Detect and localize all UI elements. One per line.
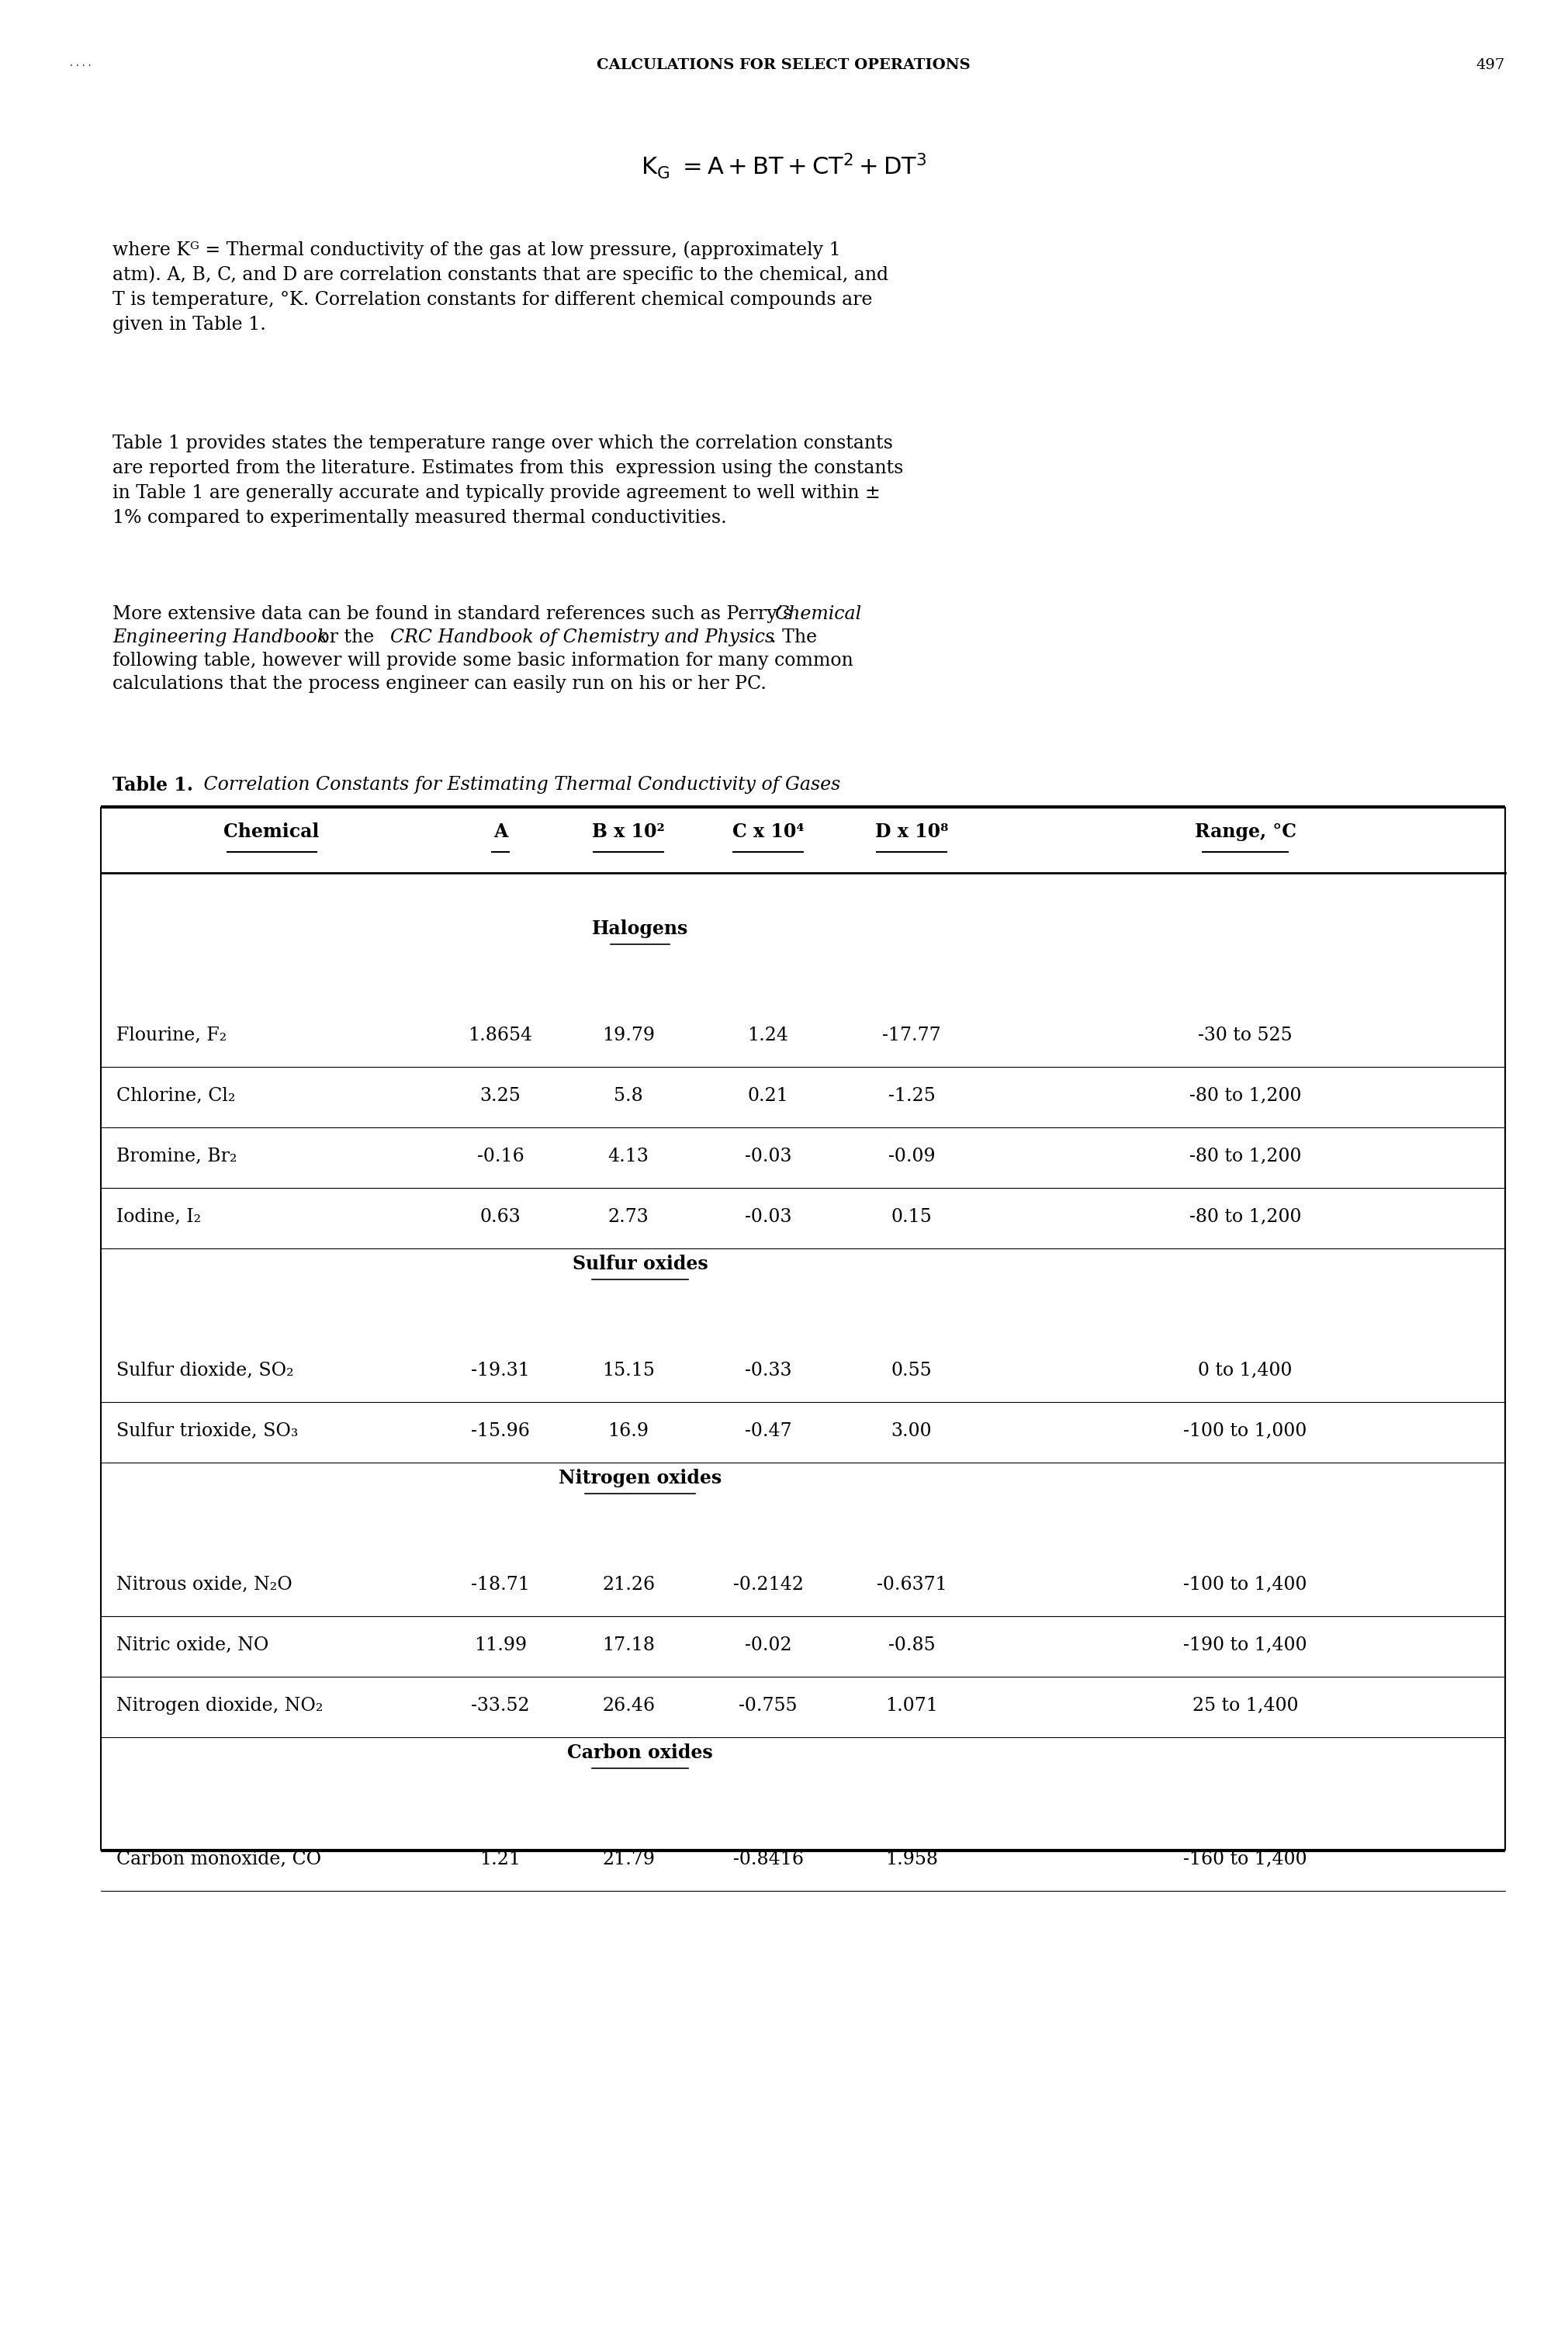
Text: Flourine, F₂: Flourine, F₂: [116, 1026, 227, 1045]
Text: -80 to 1,200: -80 to 1,200: [1189, 1208, 1301, 1227]
Text: -0.03: -0.03: [745, 1147, 792, 1166]
Text: -33.52: -33.52: [470, 1697, 530, 1715]
Text: $\mathrm{K_G}\ =\mathrm{A} + \mathrm{BT} + \mathrm{CT}^2 + \mathrm{DT}^3$: $\mathrm{K_G}\ =\mathrm{A} + \mathrm{BT}…: [641, 152, 927, 180]
Text: 17.18: 17.18: [602, 1636, 655, 1655]
Text: 0.55: 0.55: [891, 1362, 931, 1379]
Text: 26.46: 26.46: [602, 1697, 655, 1715]
Text: -30 to 525: -30 to 525: [1198, 1026, 1292, 1045]
Text: -100 to 1,000: -100 to 1,000: [1184, 1423, 1308, 1440]
Text: CRC Handbook of Chemistry and Physics: CRC Handbook of Chemistry and Physics: [390, 629, 775, 647]
Text: Carbon monoxide, CO: Carbon monoxide, CO: [116, 1851, 321, 1867]
Text: -0.03: -0.03: [745, 1208, 792, 1227]
Text: or the: or the: [312, 629, 379, 647]
Text: A: A: [494, 823, 508, 841]
Text: . . . .: . . . .: [71, 58, 91, 68]
Text: -0.09: -0.09: [887, 1147, 935, 1166]
Text: calculations that the process engineer can easily run on his or her PC.: calculations that the process engineer c…: [113, 675, 767, 692]
Text: 0.63: 0.63: [480, 1208, 521, 1227]
Text: B x 10²: B x 10²: [593, 823, 665, 841]
Text: . The: . The: [770, 629, 817, 647]
Text: -80 to 1,200: -80 to 1,200: [1189, 1147, 1301, 1166]
Text: 0 to 1,400: 0 to 1,400: [1198, 1362, 1292, 1379]
Text: 1.8654: 1.8654: [469, 1026, 533, 1045]
Text: 3.00: 3.00: [891, 1423, 931, 1440]
Text: -190 to 1,400: -190 to 1,400: [1184, 1636, 1308, 1655]
Text: Sulfur dioxide, SO₂: Sulfur dioxide, SO₂: [116, 1362, 293, 1379]
Text: -0.2142: -0.2142: [732, 1575, 803, 1594]
Text: -19.31: -19.31: [470, 1362, 530, 1379]
Text: 1.24: 1.24: [748, 1026, 789, 1045]
Text: Sulfur oxides: Sulfur oxides: [572, 1255, 707, 1274]
Text: 1.958: 1.958: [886, 1851, 938, 1867]
Text: -0.16: -0.16: [477, 1147, 524, 1166]
Text: More extensive data can be found in standard references such as Perry’s: More extensive data can be found in stan…: [113, 605, 798, 624]
Text: Iodine, I₂: Iodine, I₂: [116, 1208, 201, 1227]
Text: 2.73: 2.73: [608, 1208, 649, 1227]
Text: 0.21: 0.21: [748, 1087, 789, 1105]
Text: Nitrogen dioxide, NO₂: Nitrogen dioxide, NO₂: [116, 1697, 323, 1715]
Text: -80 to 1,200: -80 to 1,200: [1189, 1087, 1301, 1105]
Text: -0.85: -0.85: [887, 1636, 935, 1655]
Text: Carbon oxides: Carbon oxides: [568, 1743, 713, 1762]
Text: 4.13: 4.13: [608, 1147, 649, 1166]
Text: Chemical: Chemical: [775, 605, 861, 624]
Text: 15.15: 15.15: [602, 1362, 655, 1379]
Text: D x 10⁸: D x 10⁸: [875, 823, 949, 841]
Text: 3.25: 3.25: [480, 1087, 521, 1105]
Text: where Kᴳ = Thermal conductivity of the gas at low pressure, (approximately 1
atm: where Kᴳ = Thermal conductivity of the g…: [113, 241, 889, 334]
Text: Range, °C: Range, °C: [1195, 823, 1297, 841]
Text: 5.8: 5.8: [613, 1087, 643, 1105]
Text: -0.33: -0.33: [745, 1362, 792, 1379]
Text: Chemical: Chemical: [224, 823, 320, 841]
Text: -160 to 1,400: -160 to 1,400: [1184, 1851, 1308, 1867]
Text: Sulfur trioxide, SO₃: Sulfur trioxide, SO₃: [116, 1423, 298, 1440]
Text: -100 to 1,400: -100 to 1,400: [1184, 1575, 1308, 1594]
Text: 25 to 1,400: 25 to 1,400: [1192, 1697, 1298, 1715]
Text: Nitrogen oxides: Nitrogen oxides: [558, 1468, 721, 1486]
Text: 497: 497: [1475, 58, 1505, 72]
Text: Bromine, Br₂: Bromine, Br₂: [116, 1147, 237, 1166]
Text: CALCULATIONS FOR SELECT OPERATIONS: CALCULATIONS FOR SELECT OPERATIONS: [597, 58, 971, 72]
Text: 21.79: 21.79: [602, 1851, 655, 1867]
Text: 1.071: 1.071: [886, 1697, 938, 1715]
Text: -0.47: -0.47: [745, 1423, 792, 1440]
Text: Correlation Constants for Estimating Thermal Conductivity of Gases: Correlation Constants for Estimating The…: [198, 776, 840, 795]
Text: Nitrous oxide, N₂O: Nitrous oxide, N₂O: [116, 1575, 292, 1594]
Text: -18.71: -18.71: [470, 1575, 530, 1594]
Text: following table, however will provide some basic information for many common: following table, however will provide so…: [113, 652, 853, 671]
Text: -15.96: -15.96: [470, 1423, 530, 1440]
Text: 0.15: 0.15: [891, 1208, 931, 1227]
Text: 11.99: 11.99: [474, 1636, 527, 1655]
Text: -0.6371: -0.6371: [877, 1575, 947, 1594]
Text: 19.79: 19.79: [602, 1026, 655, 1045]
Text: Table 1.: Table 1.: [113, 776, 193, 795]
Text: Engineering Handbook: Engineering Handbook: [113, 629, 328, 647]
Text: Nitric oxide, NO: Nitric oxide, NO: [116, 1636, 268, 1655]
Text: -17.77: -17.77: [883, 1026, 941, 1045]
Text: -1.25: -1.25: [887, 1087, 935, 1105]
Text: -0.755: -0.755: [739, 1697, 798, 1715]
Text: 16.9: 16.9: [608, 1423, 649, 1440]
Text: C x 10⁴: C x 10⁴: [732, 823, 804, 841]
Text: Chlorine, Cl₂: Chlorine, Cl₂: [116, 1087, 235, 1105]
Text: -0.8416: -0.8416: [732, 1851, 803, 1867]
Text: -0.02: -0.02: [745, 1636, 792, 1655]
Text: Halogens: Halogens: [591, 918, 688, 937]
Text: 21.26: 21.26: [602, 1575, 655, 1594]
Text: Table 1 provides states the temperature range over which the correlation constan: Table 1 provides states the temperature …: [113, 435, 903, 526]
Text: 1.21: 1.21: [480, 1851, 521, 1867]
